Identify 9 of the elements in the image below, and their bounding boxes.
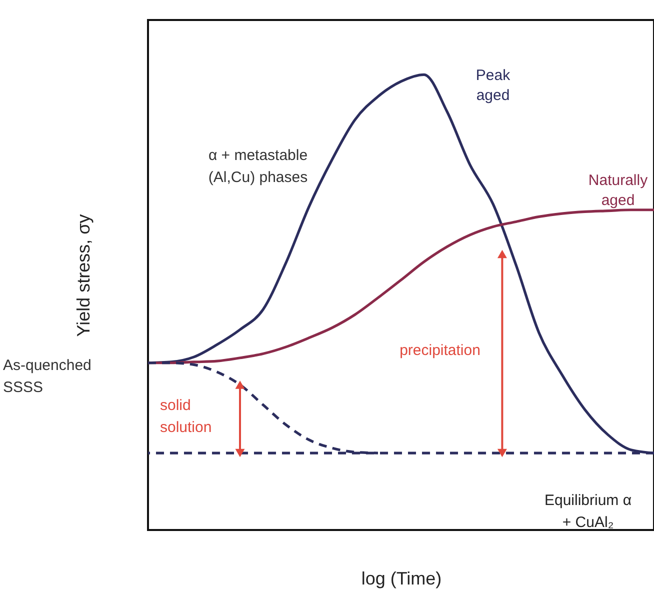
annotation: solid solution [160,397,212,436]
series-label: Peak aged [476,67,511,104]
annotation: α + metastable (Al,Cu) phases [208,147,308,186]
y-axis-title: Yield stress, σy [74,214,94,337]
annotation: precipitation [400,342,480,359]
annotation: Equilibrium α + CuAl₂ [544,492,632,531]
text: As-quenched SSSS [3,357,92,396]
x-axis-title: log (Time) [361,568,442,588]
series-label: Naturally aged [588,172,648,209]
